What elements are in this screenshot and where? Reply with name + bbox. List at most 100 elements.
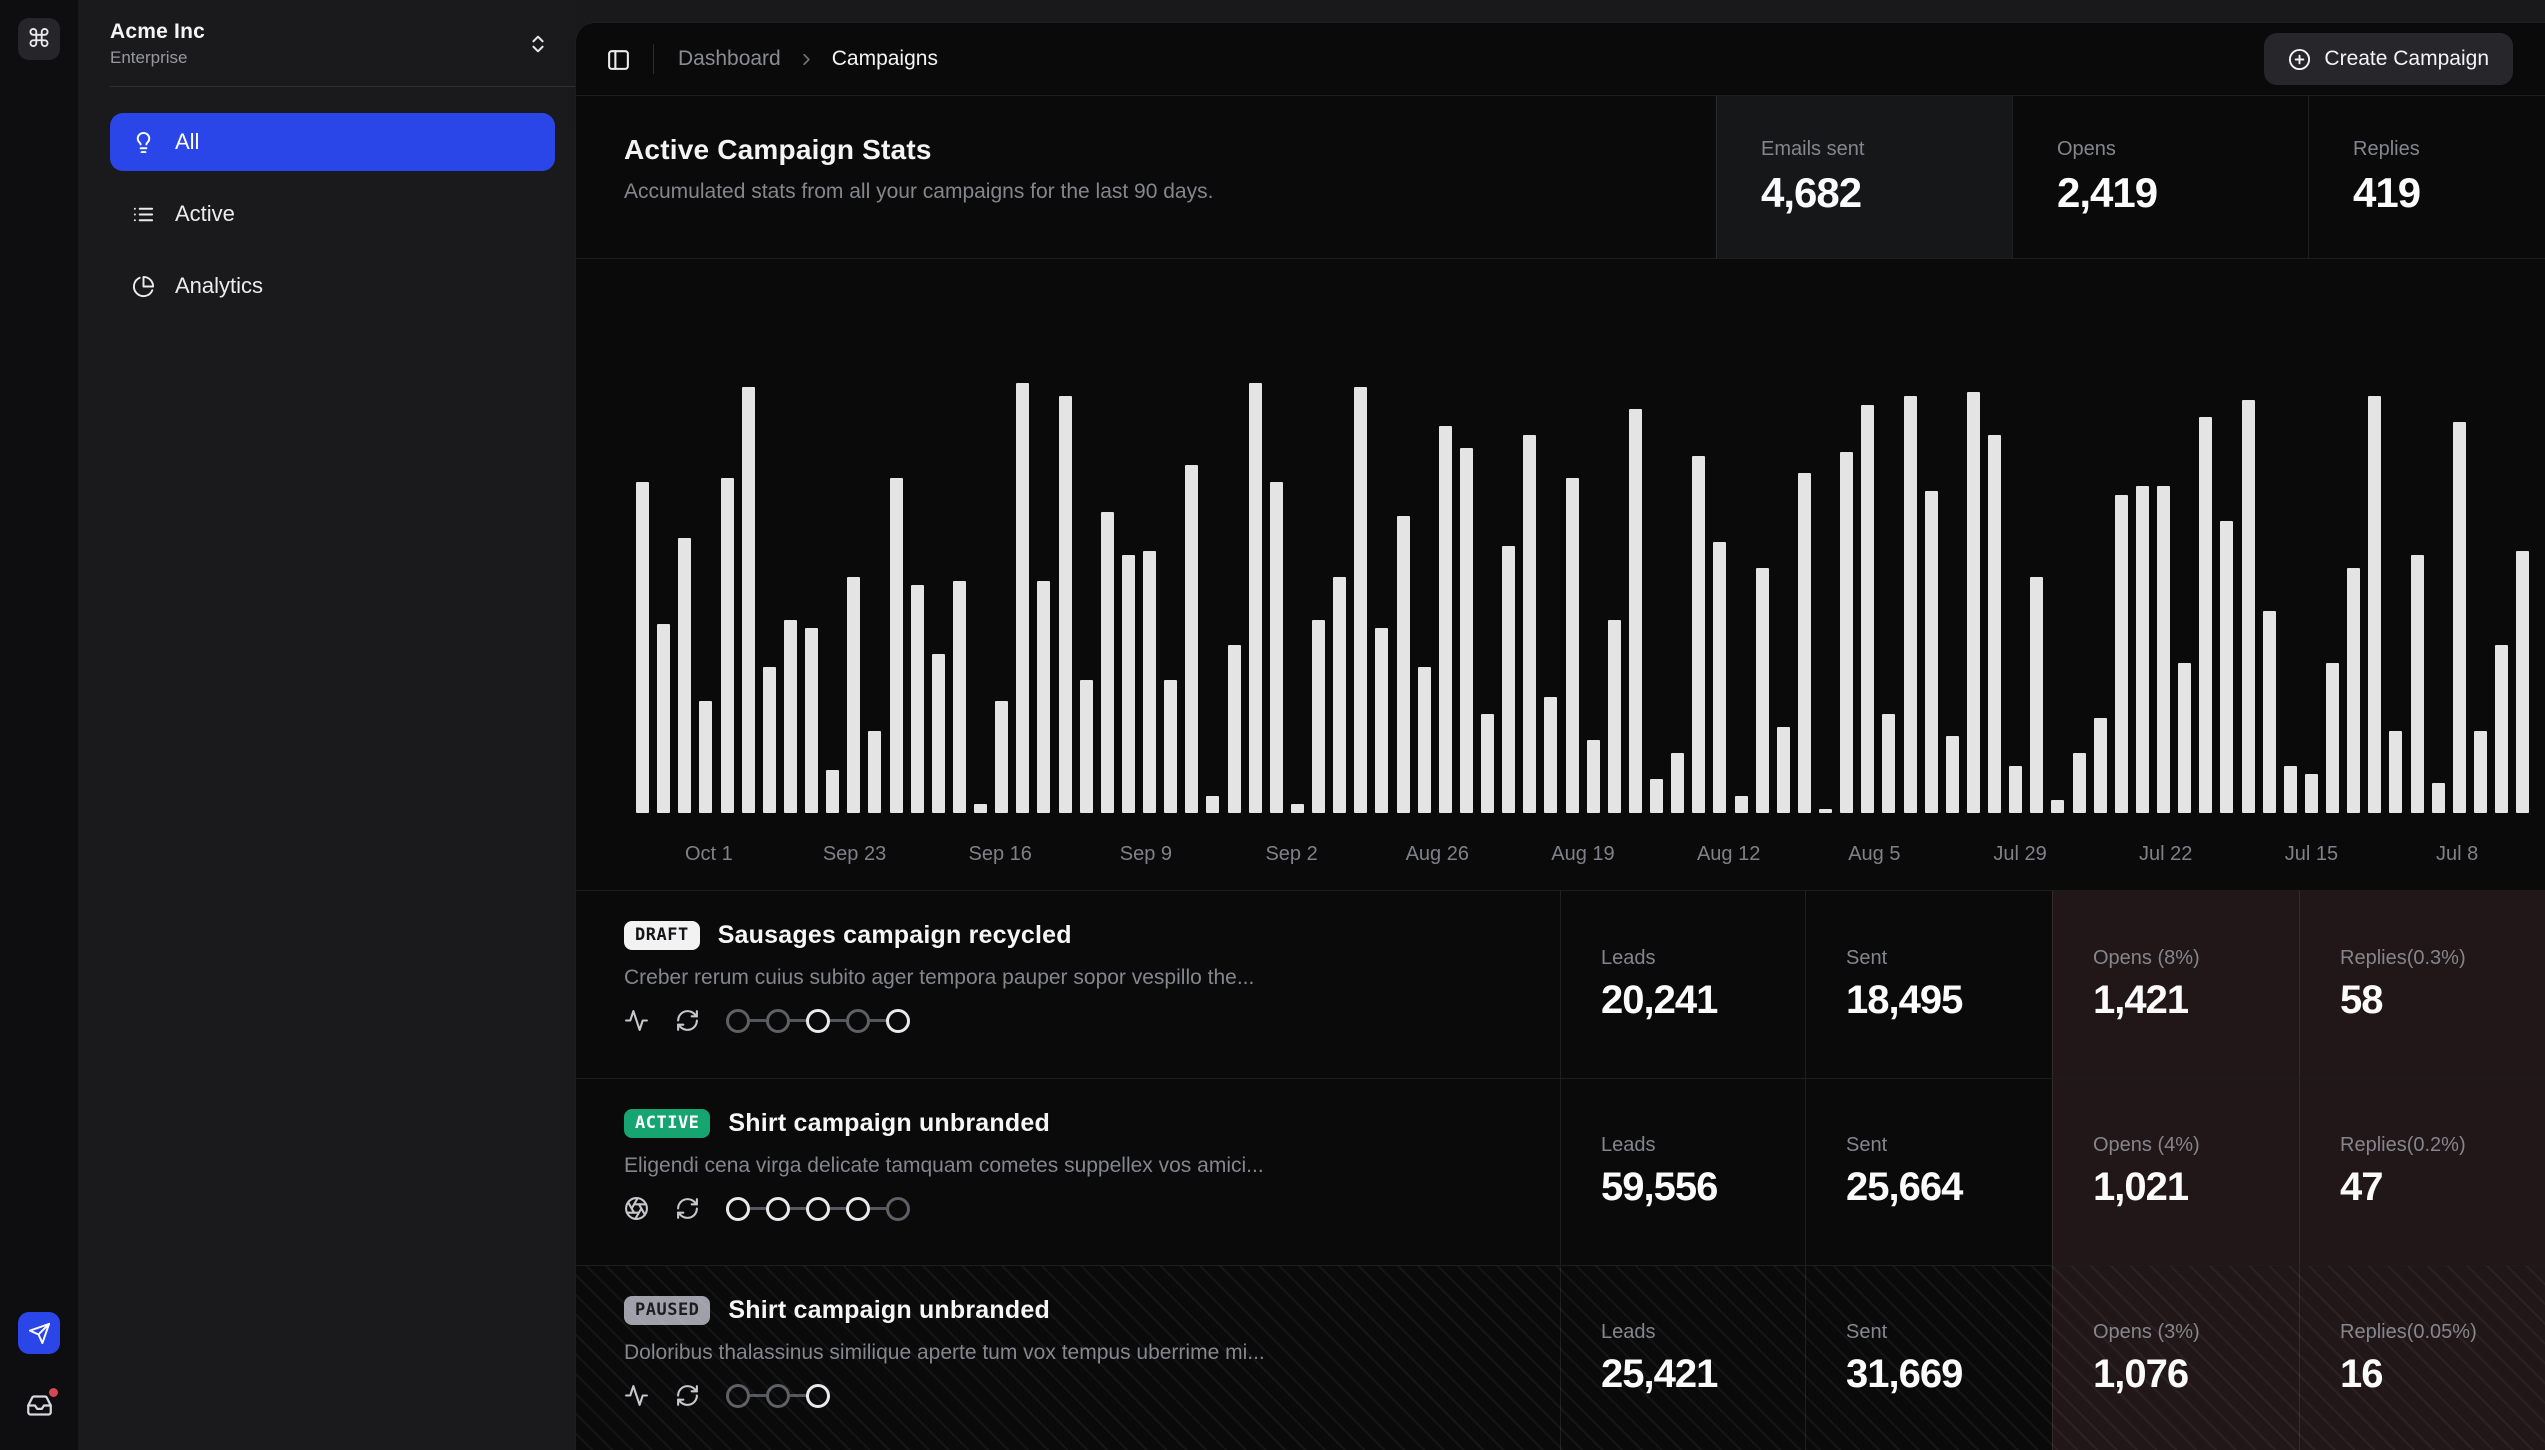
stats-intro: Active Campaign Stats Accumulated stats … bbox=[576, 96, 1716, 258]
chart-bar bbox=[2516, 550, 2530, 813]
sidebar-divider bbox=[110, 86, 575, 87]
chart-bar bbox=[1417, 666, 1431, 813]
stat-value: 16 bbox=[2340, 1352, 2384, 1396]
chart-bar bbox=[1628, 408, 1642, 813]
step-connector bbox=[830, 1019, 846, 1022]
chart-bar bbox=[1396, 516, 1410, 813]
campaign-description: Doloribus thalassinus similique aperte t… bbox=[624, 1341, 1265, 1364]
sidebar-item-analytics[interactable]: Analytics bbox=[110, 257, 555, 315]
stat-value: 1,021 bbox=[2093, 1165, 2189, 1209]
chart-bar bbox=[2114, 494, 2128, 813]
chart-bar bbox=[2410, 555, 2424, 813]
stat-value: 18,495 bbox=[1846, 977, 1963, 1022]
stat-value: 59,556 bbox=[1601, 1165, 1718, 1209]
step-circle bbox=[766, 1196, 790, 1221]
stat-label: Sent bbox=[1846, 1321, 1888, 1343]
chart-bar bbox=[1882, 714, 1896, 813]
lightbulb-icon bbox=[132, 131, 155, 154]
chart-bar bbox=[2009, 765, 2023, 813]
step-circle bbox=[806, 1383, 830, 1408]
workspace-switcher[interactable]: Acme Inc Enterprise bbox=[78, 0, 575, 86]
chart-bar bbox=[2157, 486, 2170, 813]
sidebar-item-all[interactable]: All bbox=[110, 113, 555, 171]
chart-bar bbox=[2326, 662, 2339, 813]
step-circle bbox=[766, 1383, 790, 1408]
campaign-icons bbox=[624, 1383, 1530, 1408]
chevrons-up-down-icon bbox=[527, 33, 549, 55]
step-connector bbox=[870, 1207, 886, 1210]
chart-bar bbox=[1185, 464, 1199, 813]
chart-bar bbox=[1607, 619, 1621, 813]
stat-value: 20,241 bbox=[1601, 977, 1718, 1022]
step-connector bbox=[830, 1207, 846, 1210]
workspace-meta: Acme Inc Enterprise bbox=[110, 20, 527, 68]
step-connector bbox=[750, 1207, 766, 1210]
x-axis-tick-label: Jul 8 bbox=[2435, 843, 2479, 865]
stat-replies[interactable]: Replies 419 bbox=[2308, 96, 2545, 258]
create-campaign-button[interactable]: Create Campaign bbox=[2264, 33, 2513, 85]
sidebar-toggle-button[interactable] bbox=[606, 47, 631, 72]
chart-bar bbox=[952, 580, 966, 813]
chart-bar bbox=[2072, 752, 2086, 813]
stat-emails-sent[interactable]: Emails sent 4,682 bbox=[1716, 96, 2012, 258]
chart-bar bbox=[1121, 555, 1135, 813]
chart-bar bbox=[678, 537, 692, 813]
workspace-name: Acme Inc bbox=[110, 20, 205, 43]
stat-label: Leads bbox=[1601, 1134, 1656, 1156]
breadcrumb-dashboard[interactable]: Dashboard bbox=[678, 47, 781, 70]
step-circle bbox=[806, 1008, 830, 1033]
step-circle bbox=[726, 1008, 750, 1033]
stats-title: Active Campaign Stats bbox=[624, 134, 932, 165]
chart-bar bbox=[741, 387, 755, 813]
icon-rail: ⌘ bbox=[0, 0, 78, 1450]
campaign-row[interactable]: DRAFT Sausages campaign recycled Creber … bbox=[576, 891, 2545, 1078]
chart-bar bbox=[1713, 542, 1727, 813]
chart-bar bbox=[2220, 520, 2234, 813]
step-connector bbox=[870, 1019, 886, 1022]
campaign-stat-replies: Replies(0.2%) 47 bbox=[2299, 1079, 2545, 1265]
status-badge: ACTIVE bbox=[624, 1109, 711, 1138]
step-circle bbox=[726, 1196, 750, 1221]
chart-bar bbox=[1481, 714, 1494, 813]
step-circle bbox=[726, 1383, 750, 1408]
rail-bottom-group bbox=[18, 1312, 60, 1426]
x-axis-tick-label: Aug 12 bbox=[1696, 843, 1761, 865]
step-circle bbox=[806, 1196, 830, 1221]
chart-bar bbox=[1903, 395, 1917, 813]
chart-bar bbox=[1988, 434, 2001, 813]
chart-bar bbox=[889, 477, 903, 813]
campaign-row[interactable]: ACTIVE Shirt campaign unbranded Eligendi… bbox=[576, 1078, 2545, 1265]
sidebar-item-label: Analytics bbox=[175, 273, 264, 298]
chart-bar bbox=[2495, 645, 2508, 813]
sidebar: Acme Inc Enterprise All Active bbox=[78, 0, 575, 1450]
chart-bar bbox=[1586, 739, 1600, 813]
chart-bar bbox=[2051, 800, 2065, 813]
sidebar-item-active[interactable]: Active bbox=[110, 185, 555, 243]
step-circle bbox=[846, 1008, 870, 1033]
x-axis-tick-label: Aug 19 bbox=[1551, 843, 1615, 865]
stat-opens[interactable]: Opens 2,419 bbox=[2012, 96, 2308, 258]
sidebar-nav: All Active Analytics bbox=[78, 87, 575, 315]
campaign-stat-replies: Replies(0.3%) 58 bbox=[2299, 891, 2545, 1078]
chart-bars bbox=[636, 383, 2530, 813]
campaign-row[interactable]: PAUSED Shirt campaign unbranded Doloribu… bbox=[576, 1265, 2545, 1450]
chart-bar bbox=[868, 731, 882, 813]
chart-bar bbox=[2283, 765, 2297, 813]
campaign-description: Eligendi cena virga delicate tamquam com… bbox=[624, 1154, 1264, 1177]
command-menu-button[interactable]: ⌘ bbox=[18, 18, 60, 60]
stat-value: 25,421 bbox=[1601, 1352, 1718, 1396]
chart-bar bbox=[2473, 731, 2487, 813]
main-panel: Dashboard Campaigns Create Campaign Acti… bbox=[575, 22, 2545, 1450]
x-axis-tick-label: Jul 22 bbox=[2139, 843, 2193, 865]
stat-label: Opens bbox=[2057, 137, 2116, 160]
chart-bar bbox=[1819, 808, 1832, 813]
campaign-icons bbox=[624, 1008, 1530, 1033]
send-icon bbox=[28, 1322, 51, 1345]
chart-bar bbox=[1565, 477, 1579, 813]
chart-bar bbox=[1692, 456, 1706, 813]
stats-overview: Active Campaign Stats Accumulated stats … bbox=[576, 96, 2545, 259]
campaign-stat-replies: Replies(0.05%) 16 bbox=[2299, 1266, 2545, 1450]
inbox-button[interactable] bbox=[18, 1384, 60, 1426]
send-button[interactable] bbox=[18, 1312, 60, 1354]
chart-bar bbox=[2431, 782, 2445, 813]
